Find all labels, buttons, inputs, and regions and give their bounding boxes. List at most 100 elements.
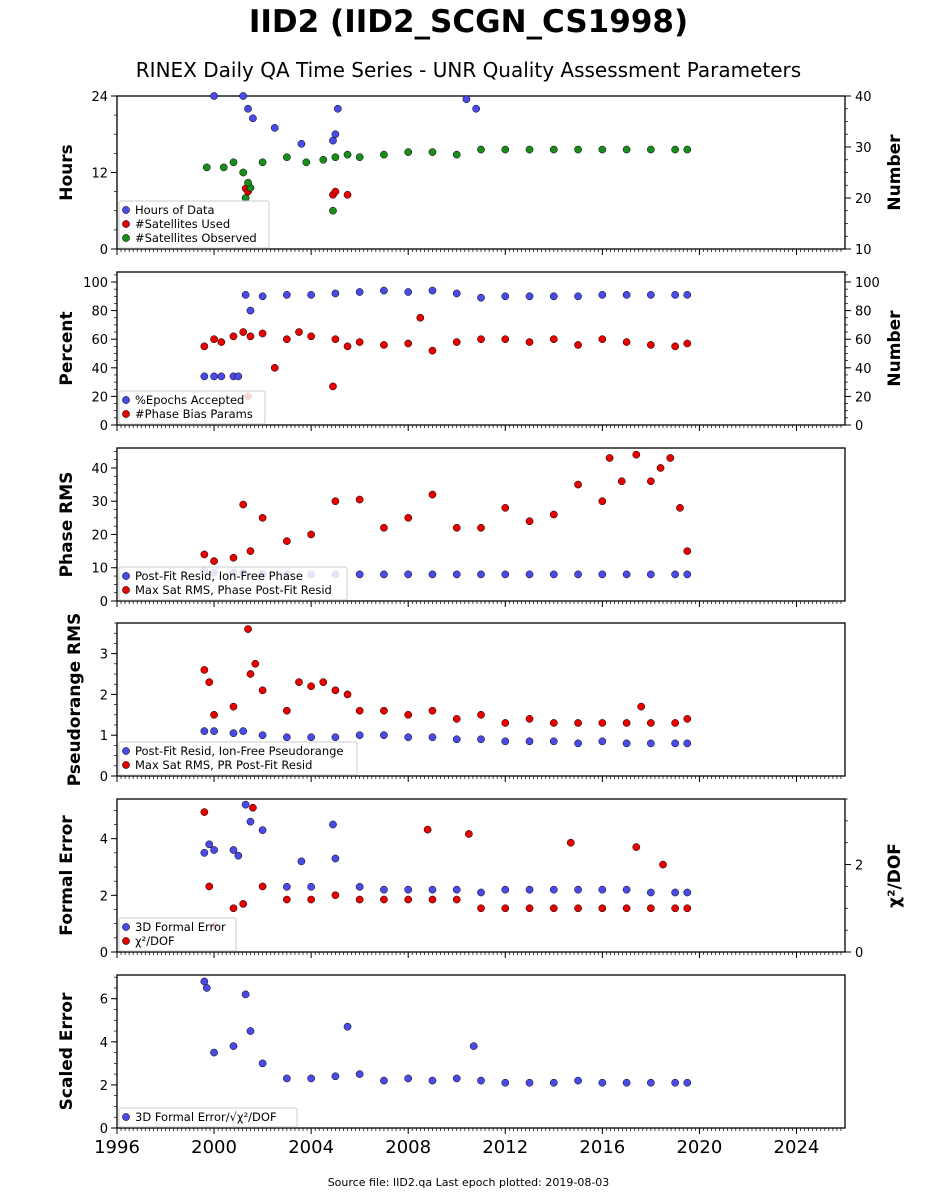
data-point [404,513,413,522]
data-point [319,678,328,687]
data-point [416,313,425,322]
data-point [239,727,248,735]
data-point [501,292,510,301]
data-point [380,731,388,740]
data-point [428,885,437,894]
legend-marker [122,206,130,214]
series-1 [200,286,692,381]
data-point [622,291,631,299]
data-point [683,715,692,723]
y-tick-label: 20 [91,528,108,543]
legend-marker [122,234,130,242]
data-point [452,735,461,744]
data-point [210,372,218,381]
data-point [200,666,209,674]
data-point [452,570,461,579]
data-point [501,335,510,344]
data-point [404,570,413,579]
data-point [574,1076,582,1085]
data-point [246,1027,255,1035]
data-point [343,150,352,159]
panel-6: 1996 2000 2004 2008 2012 2016 2020 2024 0 2 4 6 Scal… [57,974,846,1158]
x-tick-label: 2016 [579,1137,625,1158]
data-point [404,733,413,742]
y-tick-label: 10 [91,562,108,577]
plot-frame [116,974,846,1129]
legend-label: %Epochs Accepted [135,393,244,407]
data-point [659,860,667,869]
data-point [477,710,485,719]
data-point [477,904,485,913]
y-tick-label: 40 [91,462,108,477]
data-point [343,342,352,351]
data-point [501,904,510,913]
data-point [549,335,558,344]
data-point [307,530,315,539]
data-point [605,454,614,462]
chart-subtitle: RINEX Daily QA Time Series - UNR Quality… [135,58,802,82]
data-point [549,737,558,746]
data-point [647,1078,655,1087]
data-point [239,900,248,908]
y-tick-label: 30 [91,495,108,510]
y-tick-label: 0 [100,946,108,961]
data-point [598,885,607,894]
y-tick-label: 60 [91,333,108,348]
data-point [477,335,485,344]
data-point [246,306,255,315]
y-axis-label: Phase RMS [57,472,77,578]
data-point [656,464,665,472]
data-point [229,729,238,738]
y-axis-label: Pseudorange RMS [65,613,85,787]
data-point [404,339,413,348]
y-axis-label: Formal Error [57,815,77,936]
data-point [452,895,461,904]
series-3 [202,145,692,215]
y-tick-label: 12 [91,167,108,182]
data-point [525,292,534,301]
data-point [258,882,267,891]
data-point [598,335,607,344]
data-point [622,904,631,913]
data-point [200,977,209,986]
y-tick-label: 6 [100,993,108,1008]
chart-title: IID2 (IID2_SCGN_CS1998) [248,4,689,40]
y-tick-label: 40 [91,362,108,377]
data-point [404,288,413,296]
data-point [331,153,340,162]
data-point [258,826,267,835]
y-tick-label: 24 [91,90,108,105]
data-point [210,92,218,100]
data-point [239,328,248,336]
data-point [380,150,388,159]
data-point [283,537,291,545]
data-point [331,733,340,742]
y2-tick-label: 20 [855,390,872,405]
data-point [258,513,267,522]
data-point [452,885,461,894]
data-point [229,1042,238,1050]
data-point [217,338,226,346]
data-point [246,332,255,341]
data-point [343,690,352,699]
data-point [331,335,340,344]
x-tick-label: 2020 [676,1137,722,1158]
data-point [598,719,607,727]
series-2 [200,450,692,565]
data-point [574,570,582,579]
data-point [647,570,655,579]
data-point [229,702,238,711]
legend-label: Max Sat RMS, Phase Post-Fit Resid [135,583,332,597]
data-point [205,840,214,849]
data-point [246,547,255,555]
data-point [477,523,485,532]
data-point [501,719,510,727]
data-point [501,737,510,746]
data-point [477,145,485,154]
data-point [501,145,510,154]
data-point [380,523,388,532]
data-point [234,372,243,381]
data-point [210,846,218,854]
data-point [574,145,582,154]
